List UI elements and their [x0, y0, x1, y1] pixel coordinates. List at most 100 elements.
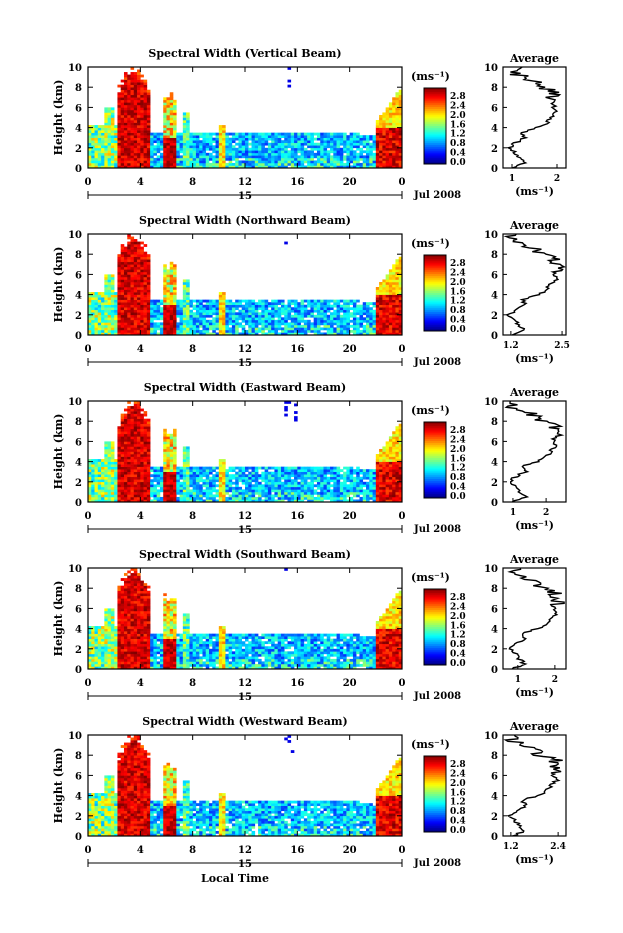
heatmap-cell: [252, 472, 256, 475]
heatmap-cell: [134, 409, 138, 412]
heatmap-cell: [389, 315, 393, 318]
heatmap-cell: [337, 143, 341, 146]
heatmap-cell: [147, 158, 151, 161]
heatmap-cell: [180, 467, 184, 470]
heatmap-cell: [137, 419, 141, 422]
heatmap-cell: [121, 469, 125, 472]
heatmap-cell: [91, 467, 95, 470]
heatmap-cell: [98, 133, 102, 136]
heatmap-cell: [108, 290, 112, 293]
heatmap-cell: [163, 312, 167, 315]
heatmap-cell: [111, 297, 115, 300]
heatmap-cell: [157, 150, 161, 153]
heatmap-cell: [95, 315, 99, 318]
heatmap-cell: [392, 277, 396, 280]
heatmap-cell: [108, 133, 112, 136]
heatmap-cell: [340, 322, 344, 325]
heatmap-cell: [111, 446, 115, 449]
heatmap-cell: [183, 482, 187, 485]
heatmap-cell: [350, 315, 354, 318]
heatmap-cell: [176, 307, 180, 310]
heatmap-cell: [274, 487, 278, 490]
heatmap-cell: [117, 155, 121, 158]
heatmap-cell: [186, 300, 190, 303]
heatmap-cell: [170, 123, 174, 126]
heatmap-cell: [340, 135, 344, 138]
heatmap-cell: [91, 474, 95, 477]
heatmap-cell: [386, 320, 390, 323]
heatmap-cell: [317, 315, 321, 318]
heatmap-cell: [206, 327, 210, 330]
heatmap-cell: [346, 135, 350, 138]
heatmap-cell: [392, 107, 396, 110]
heatmap-cell: [91, 469, 95, 472]
heatmap-cell: [265, 143, 269, 146]
heatmap-cell: [167, 120, 171, 123]
heatmap-cell: [163, 102, 167, 105]
heatmap-cell: [167, 454, 171, 457]
heatmap-cell: [350, 133, 354, 136]
heatmap-cell: [111, 279, 115, 282]
heatmap-cell: [189, 160, 193, 163]
heatmap-cell: [248, 138, 252, 141]
heatmap-cell: [196, 133, 200, 136]
heatmap-cell: [373, 305, 377, 308]
heatmap-cell: [170, 439, 174, 442]
heatmap-cell: [170, 279, 174, 282]
heatmap-cell: [176, 330, 180, 333]
heatmap-cell: [356, 300, 360, 303]
heatmap-cell: [137, 406, 141, 409]
heatmap-cell: [346, 305, 350, 308]
heatmap-cell: [242, 469, 246, 472]
heatmap-cell: [140, 421, 144, 424]
heatmap-cell: [140, 444, 144, 447]
heatmap-cell: [265, 474, 269, 477]
heatmap-cell: [209, 302, 213, 305]
heatmap-cell: [382, 305, 386, 308]
heatmap-cell: [310, 300, 314, 303]
heatmap-cell: [127, 489, 131, 492]
heatmap-cell: [186, 290, 190, 293]
heatmap-cell: [170, 128, 174, 131]
heatmap-cell: [170, 120, 174, 123]
heatmap-cell: [202, 479, 206, 482]
heatmap-cell: [353, 160, 357, 163]
heatmap-cell: [314, 305, 318, 308]
heatmap-cell: [180, 155, 184, 158]
heatmap-cell: [382, 123, 386, 126]
heatmap-cell: [170, 449, 174, 452]
heatmap-cell: [183, 279, 187, 282]
heatmap-cell: [121, 327, 125, 330]
heatmap-cell: [366, 143, 370, 146]
heatmap-cell: [173, 135, 177, 138]
heatmap-cell: [389, 125, 393, 128]
heatmap-cell: [183, 459, 187, 462]
heatmap-cell: [189, 148, 193, 151]
heatmap-cell: [176, 160, 180, 163]
heatmap-cell: [104, 315, 108, 318]
heatmap-cell: [297, 135, 301, 138]
heatmap-cell: [229, 145, 233, 148]
heatmap-cell: [160, 467, 164, 470]
heatmap-cell: [167, 317, 171, 320]
heatmap-cell: [382, 302, 386, 305]
heatmap-cell: [137, 429, 141, 432]
heatmap-cell: [124, 479, 128, 482]
heatmap-cell: [131, 469, 135, 472]
heatmap-cell: [297, 320, 301, 323]
heatmap-cell: [101, 330, 105, 333]
heatmap-cell: [111, 274, 115, 277]
heatmap-cell: [202, 140, 206, 143]
heatmap-cell: [245, 477, 249, 480]
heatmap-cell: [150, 317, 154, 320]
heatmap-cell: [337, 315, 341, 318]
heatmap-cell: [193, 160, 197, 163]
heatmap-cell: [189, 489, 193, 492]
heatmap-cell: [206, 492, 210, 495]
heatmap-cell: [173, 100, 177, 103]
heatmap-cell: [104, 279, 108, 282]
heatmap-cell: [238, 497, 242, 500]
heatmap-cell: [121, 244, 125, 247]
heatmap-cell: [392, 150, 396, 153]
heatmap-cell: [376, 155, 380, 158]
